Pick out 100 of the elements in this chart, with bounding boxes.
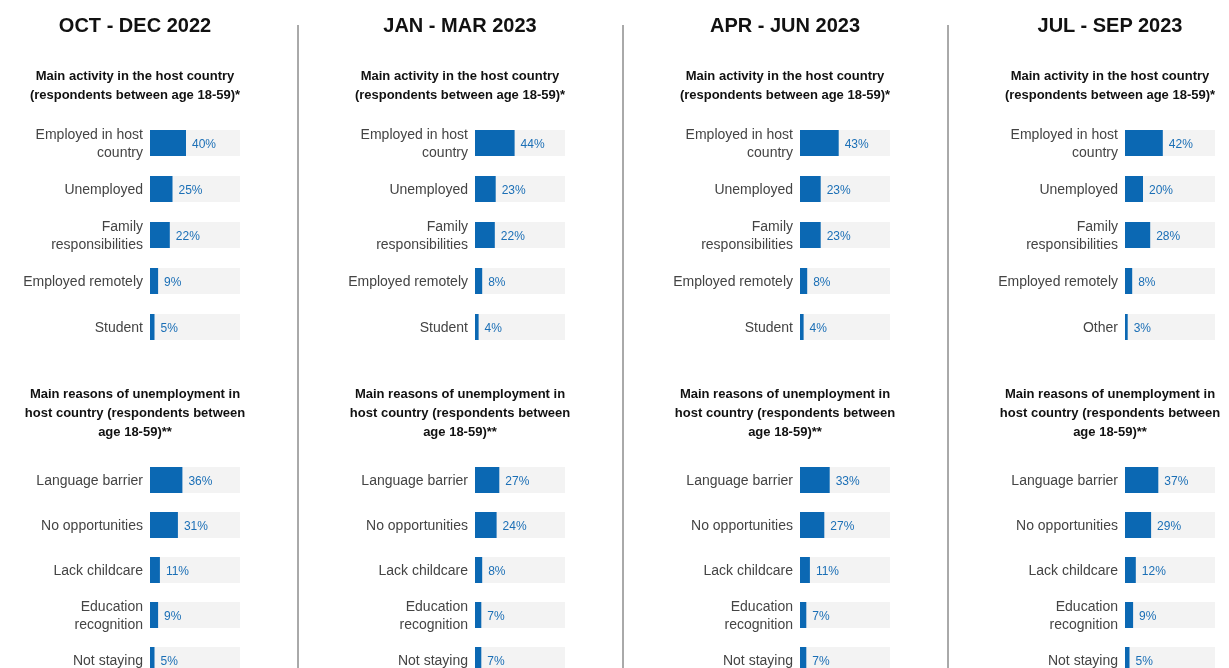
bar	[475, 222, 495, 248]
y-tick-label: Education recognition	[399, 598, 468, 632]
y-tick-label: Employed in host country	[360, 126, 469, 160]
y-tick-label: Lack childcare	[1028, 562, 1119, 578]
y-tick-label: Employed remotely	[673, 273, 793, 289]
bar	[475, 176, 496, 202]
y-tick-label: Lack childcare	[378, 562, 469, 578]
y-tick-label: Employed in host country	[685, 126, 794, 160]
data-label: 5%	[1135, 653, 1154, 668]
bar	[800, 314, 804, 340]
bar	[800, 222, 821, 248]
data-label: 24%	[502, 518, 527, 533]
data-label: 3%	[1133, 320, 1152, 335]
data-label: 22%	[175, 228, 201, 243]
y-tick-label: Employed remotely	[998, 273, 1118, 289]
y-tick-label: Unemployed	[389, 181, 468, 197]
y-tick-label: No opportunities	[691, 517, 793, 533]
data-label: 7%	[487, 653, 505, 668]
y-tick-label: Employed remotely	[348, 273, 468, 289]
y-tick-label: Not staying	[397, 652, 468, 668]
bar	[150, 557, 160, 583]
data-label: 27%	[830, 518, 855, 533]
bar	[800, 268, 808, 294]
y-tick-label: Employed in host country	[35, 126, 144, 160]
y-tick-label: Language barrier	[1011, 472, 1119, 488]
data-label: 23%	[826, 182, 852, 197]
y-tick-label: No opportunities	[1016, 517, 1118, 533]
y-tick-label: Student	[419, 319, 469, 335]
data-label: 5%	[160, 653, 179, 668]
data-label: 36%	[188, 473, 213, 488]
data-label: 31%	[183, 518, 209, 533]
data-label: 43%	[844, 136, 870, 151]
bar	[800, 557, 810, 583]
y-tick-label: Employed remotely	[23, 273, 143, 289]
bar	[475, 314, 479, 340]
bar	[1125, 557, 1136, 583]
bar	[150, 314, 155, 340]
bar	[150, 602, 159, 628]
chart-title: JAN - MAR 2023	[383, 14, 537, 36]
bar	[150, 268, 159, 294]
y-tick-label: Unemployed	[714, 181, 793, 197]
data-label: 22%	[500, 228, 526, 243]
data-label: 28%	[1156, 228, 1181, 243]
bar	[475, 557, 483, 583]
data-label: 4%	[484, 320, 503, 335]
data-label: 8%	[813, 274, 831, 289]
bar	[1125, 176, 1143, 202]
data-label: 42%	[1168, 136, 1194, 151]
y-tick-label: Not staying	[722, 652, 793, 668]
data-label: 20%	[1149, 182, 1174, 197]
y-tick-label: Family responsibilities	[701, 218, 793, 252]
y-tick-label: Student	[94, 319, 144, 335]
y-tick-label: Lack childcare	[53, 562, 144, 578]
y-tick-label: Lack childcare	[703, 562, 794, 578]
chart-title: OCT - DEC 2022	[58, 14, 212, 36]
chart-subtitle: Main activity in the host country (respondents between age 18-59)*	[1004, 68, 1217, 102]
bar	[475, 268, 483, 294]
chart-subtitle: Main activity in the host country (respondents between age 18-59)*	[29, 68, 242, 102]
y-tick-label: Unemployed	[64, 181, 143, 197]
y-tick-label: Not staying	[72, 652, 143, 668]
y-tick-label: No opportunities	[366, 517, 468, 533]
data-label: 8%	[488, 563, 506, 578]
bar	[150, 222, 170, 248]
data-label: 33%	[835, 473, 861, 488]
y-tick-label: Education recognition	[1049, 598, 1118, 632]
y-tick-label: Unemployed	[1039, 181, 1118, 197]
data-label: 11%	[815, 563, 840, 578]
data-label: 37%	[1164, 473, 1189, 488]
y-tick-label: Other	[1082, 319, 1119, 335]
data-label: 7%	[487, 608, 505, 623]
y-tick-label: Employed in host country	[1010, 126, 1119, 160]
y-tick-label: Language barrier	[36, 472, 144, 488]
data-label: 25%	[178, 182, 203, 197]
data-label: 23%	[826, 228, 852, 243]
data-label: 40%	[192, 136, 217, 151]
chart-subtitle: Main activity in the host country (respondents between age 18-59)*	[679, 68, 892, 102]
chart-title: Main reasons of unemployment in host country (respondents between age 18-59)**	[24, 386, 246, 439]
y-tick-label: Language barrier	[686, 472, 794, 488]
chart-title: APR - JUN 2023	[709, 14, 861, 36]
chart-title: Main reasons of unemployment in host country (respondents between age 18-59)**	[674, 386, 896, 439]
y-tick-label: Family responsibilities	[1026, 218, 1118, 252]
data-label: 4%	[809, 320, 828, 335]
data-label: 44%	[520, 136, 545, 151]
chart-title: JUL - SEP 2023	[1037, 14, 1183, 36]
data-label: 12%	[1141, 563, 1167, 578]
data-label: 7%	[812, 653, 830, 668]
y-tick-label: Language barrier	[361, 472, 469, 488]
y-tick-label: No opportunities	[41, 517, 143, 533]
y-tick-label: Not staying	[1047, 652, 1118, 668]
bar	[800, 176, 821, 202]
data-label: 9%	[164, 608, 182, 623]
y-tick-label: Student	[744, 319, 794, 335]
bar	[1125, 602, 1134, 628]
data-label: 9%	[164, 274, 182, 289]
data-label: 5%	[160, 320, 179, 335]
bar	[1125, 314, 1128, 340]
chart-subtitle: Main activity in the host country (respondents between age 18-59)*	[354, 68, 567, 102]
bar	[800, 602, 807, 628]
y-tick-label: Education recognition	[74, 598, 143, 632]
data-label: 7%	[812, 608, 830, 623]
